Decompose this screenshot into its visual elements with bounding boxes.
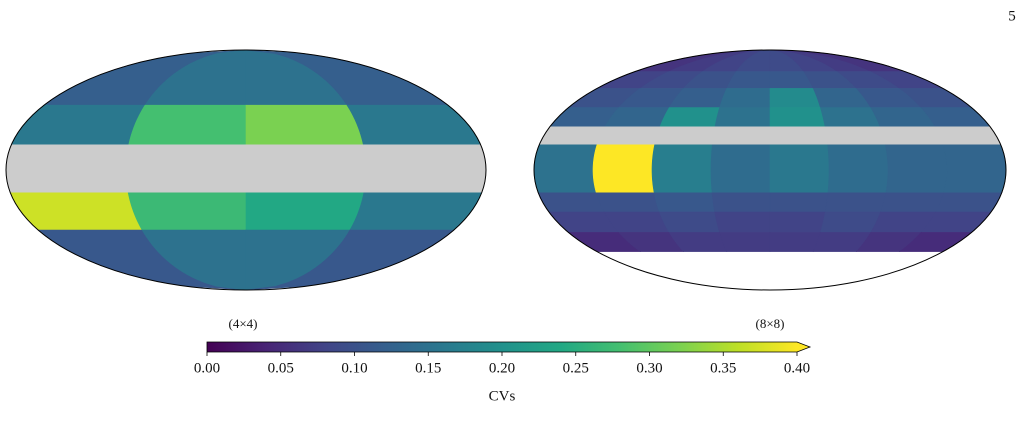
map-cell	[719, 232, 771, 252]
map-cell	[769, 211, 826, 233]
colorbar	[207, 342, 797, 352]
colorbar-extend	[797, 342, 810, 352]
map-cell	[5, 144, 130, 194]
map-cell	[245, 104, 364, 146]
map-cell	[710, 144, 771, 194]
map-cell	[714, 211, 771, 233]
map-title: (4×4)	[229, 316, 258, 331]
map-cell	[538, 126, 606, 146]
map-cell	[769, 232, 821, 252]
map-cell	[654, 126, 716, 146]
colorbar-tick-label: 0.00	[194, 360, 220, 376]
colorbar-tick-label: 0.35	[710, 360, 736, 376]
map-cell	[125, 144, 247, 194]
map-cell	[659, 211, 721, 233]
colorbar-tick-label: 0.20	[489, 360, 515, 376]
map-cell	[245, 192, 365, 231]
map-cell	[245, 144, 367, 194]
map-cell	[769, 126, 829, 146]
map-cell	[714, 107, 771, 128]
map-outline	[533, 49, 1007, 291]
map-cell	[827, 144, 889, 194]
map-cell	[596, 126, 661, 146]
map	[533, 49, 1007, 291]
map-outline	[5, 49, 487, 291]
map-cell	[934, 126, 1002, 146]
map-cell	[769, 88, 821, 108]
map-cell	[659, 107, 721, 128]
map-cell	[711, 192, 771, 213]
map-cell	[824, 126, 886, 146]
colorbar-label: CVs	[489, 388, 516, 404]
map-cell	[533, 144, 598, 194]
map-cell	[592, 144, 655, 194]
colorbar-tick-label: 0.30	[636, 360, 662, 376]
map-cell	[711, 126, 771, 146]
map-cell	[879, 126, 944, 146]
colorbar-outline	[206, 341, 812, 353]
map-cell	[537, 192, 605, 213]
map-cell	[651, 144, 713, 194]
map-cell	[769, 192, 829, 213]
map-cell	[128, 104, 247, 146]
map	[5, 49, 487, 291]
map-cell	[819, 107, 881, 128]
map-cell	[942, 144, 1007, 194]
map-cell	[824, 192, 887, 213]
map-cell	[362, 144, 487, 194]
colorbar-tick-label: 0.15	[415, 360, 441, 376]
map-cell	[769, 107, 826, 128]
map-cell	[653, 192, 716, 213]
map-cell	[885, 144, 948, 194]
map-cell	[10, 104, 146, 146]
map-cell	[880, 192, 945, 213]
map-cell	[769, 144, 830, 194]
colorbar-tick-label: 0.05	[268, 360, 294, 376]
map-cell	[595, 192, 660, 213]
map-cell	[349, 192, 483, 231]
map-cell	[719, 88, 771, 108]
map-cell	[9, 192, 143, 231]
map-cell	[127, 192, 247, 231]
colorbar-tick-label: 0.10	[341, 360, 367, 376]
page-number: 5	[1008, 8, 1016, 24]
colorbar-tick-label: 0.25	[563, 360, 589, 376]
map-title: (8×8)	[756, 316, 785, 331]
map-cell	[346, 104, 482, 146]
map-cell	[819, 211, 881, 233]
map-cell	[935, 192, 1003, 213]
colorbar-tick-label: 0.40	[784, 360, 810, 376]
